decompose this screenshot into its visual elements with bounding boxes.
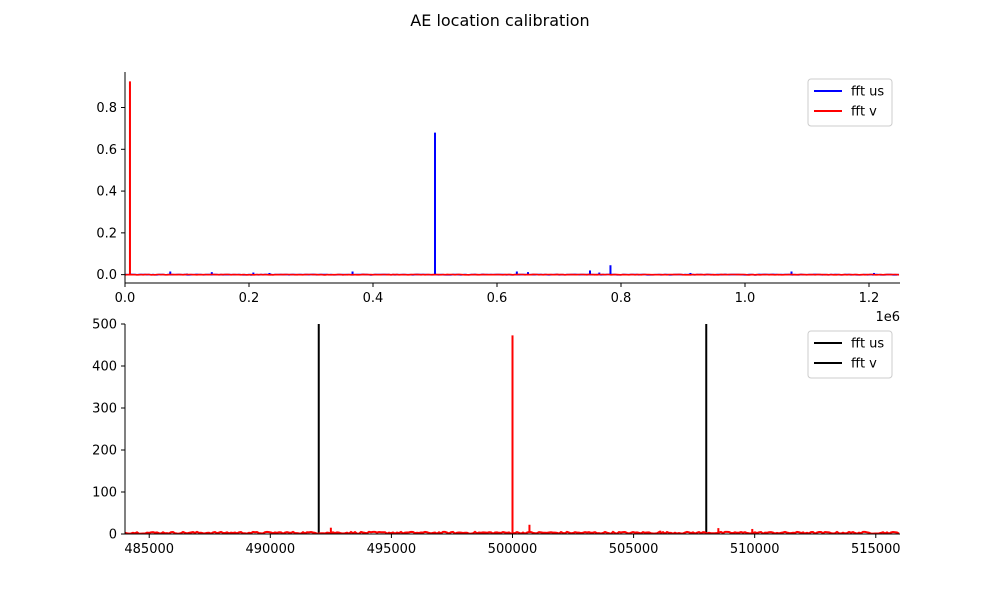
y-tick-label: 200 <box>92 444 117 459</box>
series-2-line <box>125 273 900 276</box>
legend: fft us fft v <box>807 330 893 379</box>
x-tick-label: 505000 <box>609 542 659 557</box>
figure-title: AE location calibration <box>410 11 589 30</box>
x-tick-label: 0.6 <box>487 291 508 306</box>
chart-2: 485000 490000 495000 500000 505000 510000 5150… <box>92 318 900 558</box>
legend-label: fft v <box>851 357 877 372</box>
y-tick-label: 0 <box>109 528 117 543</box>
y-tick-label: 0.6 <box>96 143 117 158</box>
x-tick-label: 495000 <box>367 542 417 557</box>
y-tick-label: 300 <box>92 402 117 417</box>
x-tick-label: 1.2 <box>859 291 880 306</box>
y-tick-label: 0.2 <box>96 226 117 241</box>
y-tick-label: 0.4 <box>96 185 117 200</box>
x-tick-label: 0.8 <box>611 291 632 306</box>
plot-area <box>125 324 900 534</box>
x-tick-label: 0.2 <box>239 291 260 306</box>
x-tick-label: 490000 <box>245 542 295 557</box>
x-tick-label: 0.0 <box>115 291 136 306</box>
x-tick-label: 510000 <box>730 542 780 557</box>
series-3-line <box>125 530 900 534</box>
legend-label: fft us <box>851 85 884 100</box>
plot-area <box>125 81 900 276</box>
chart-1: 0.0 0.2 0.4 0.6 0.8 1.0 1.2 0.0 0.2 0.4 0.6 0.8 1e6 f… <box>96 72 900 325</box>
x-offset-label: 1e6 <box>875 310 900 325</box>
y-tick-label: 400 <box>92 360 117 375</box>
legend: fft us fft v <box>807 78 893 127</box>
y-tick-label: 0.0 <box>96 268 117 283</box>
x-tick-label: 515000 <box>851 542 901 557</box>
y-tick-label: 0.8 <box>96 101 117 116</box>
legend-label: fft v <box>851 105 877 120</box>
x-tick-label: 1.0 <box>735 291 756 306</box>
x-tick-label: 500000 <box>488 542 538 557</box>
x-tick-label: 0.4 <box>363 291 384 306</box>
x-tick-label: 485000 <box>124 542 174 557</box>
y-tick-label: 100 <box>92 486 117 501</box>
y-tick-label: 500 <box>92 318 117 333</box>
legend-label: fft us <box>851 337 884 352</box>
